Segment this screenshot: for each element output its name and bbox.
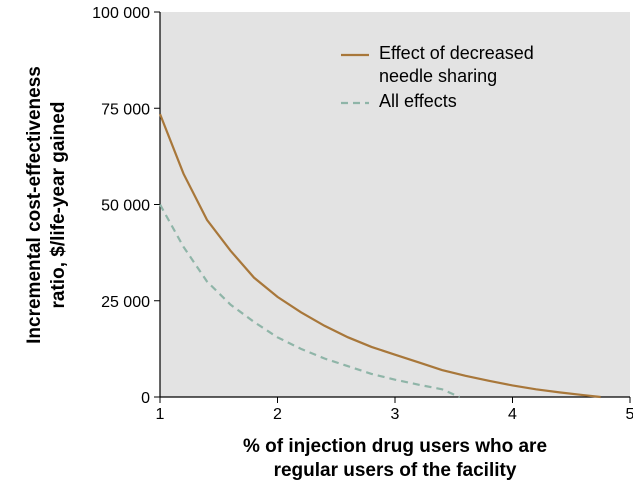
series-line <box>159 203 461 399</box>
legend-swatch <box>341 53 369 57</box>
legend: Effect of decreased needle sharing All ef… <box>337 42 587 115</box>
x-tick-label: 4 <box>508 406 517 423</box>
legend-label: All effects <box>379 91 457 111</box>
series-line <box>158 113 601 399</box>
legend-entry: All effects <box>337 90 587 113</box>
y-tick-label: 75 000 <box>101 101 150 118</box>
x-axis-title: % of injection drug users who are regular… <box>243 436 547 481</box>
legend-label: Effect of decreased needle sharing <box>379 43 534 86</box>
x-tick-label: 5 <box>626 406 633 423</box>
legend-entry: Effect of decreased needle sharing <box>337 42 587 88</box>
y-tick-label: 100 000 <box>92 5 150 22</box>
y-tick-label: 50 000 <box>101 198 150 215</box>
y-axis-title: Incremental cost-effectiveness ratio, $/l… <box>24 66 69 344</box>
x-tick-label: 3 <box>391 406 400 423</box>
plot-area <box>160 12 630 397</box>
x-tick-label: 2 <box>273 406 282 423</box>
y-tick-label: 25 000 <box>101 294 150 311</box>
y-tick-label: 0 <box>141 390 150 407</box>
x-tick-label: 1 <box>156 406 165 423</box>
legend-swatch <box>341 101 369 105</box>
